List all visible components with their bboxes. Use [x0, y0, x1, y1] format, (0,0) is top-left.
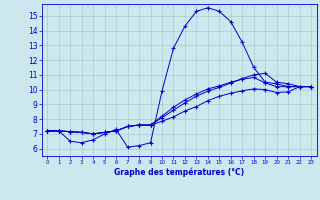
X-axis label: Graphe des températures (°C): Graphe des températures (°C)	[114, 168, 244, 177]
